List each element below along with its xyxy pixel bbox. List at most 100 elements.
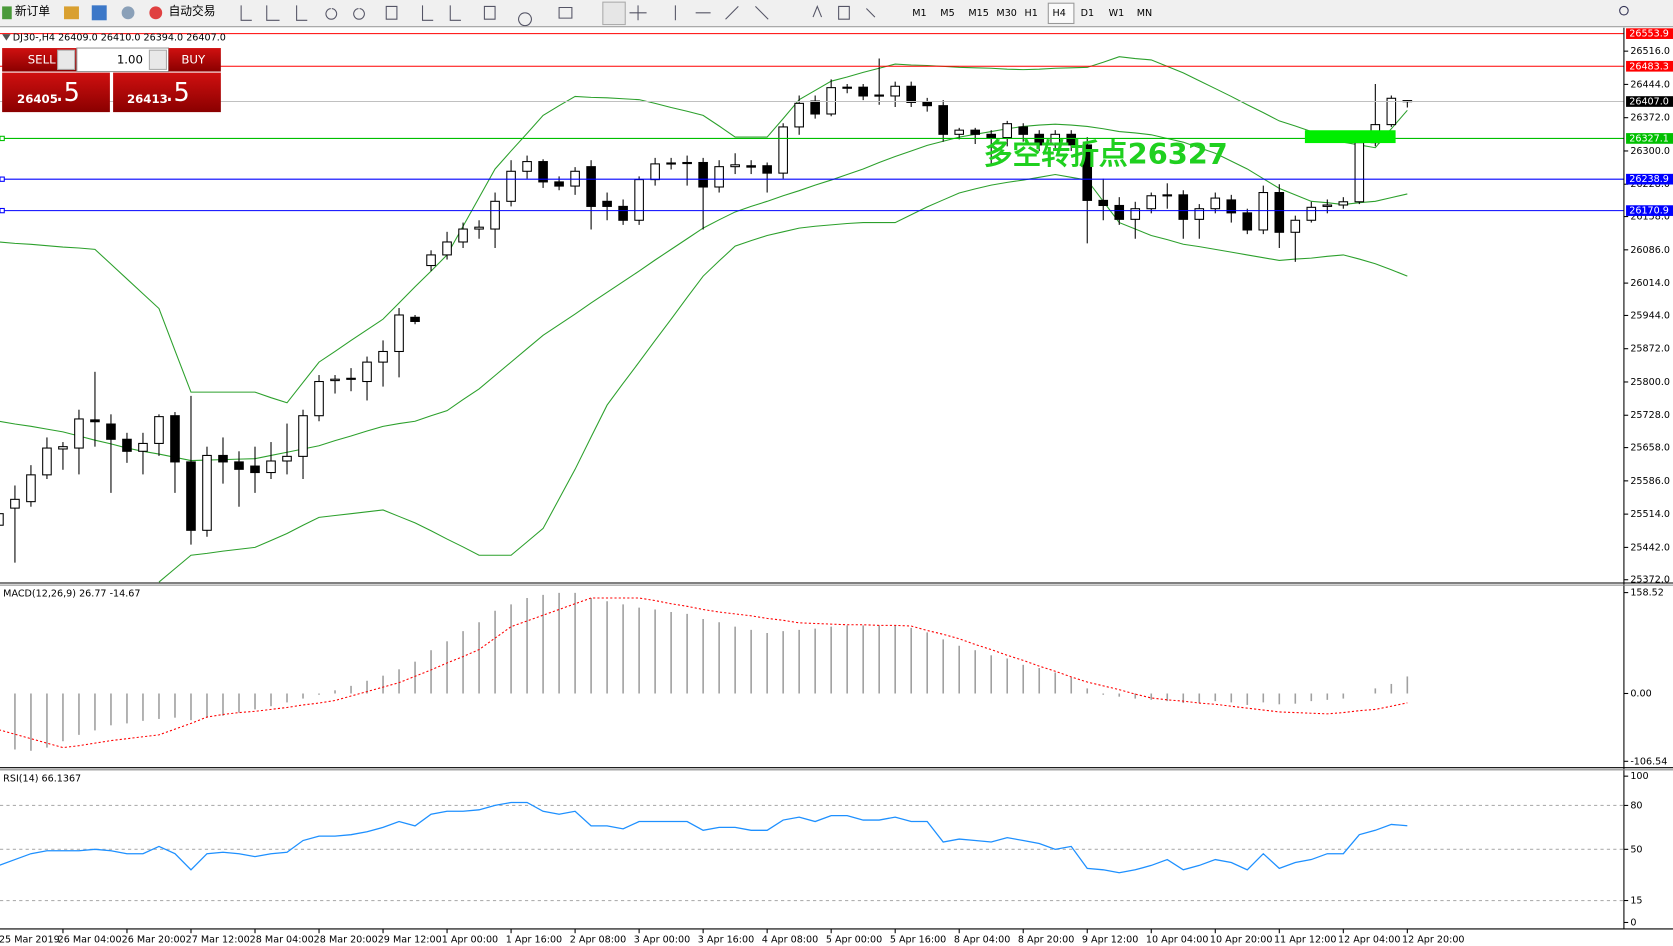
candle-body (186, 461, 196, 531)
bid-pip[interactable]: .5 (55, 78, 79, 108)
bollinger-band (158, 173, 1408, 583)
ask-box[interactable] (113, 72, 221, 113)
active-timeframe (1047, 2, 1075, 25)
candle-body (1034, 133, 1045, 146)
price-tag (1626, 60, 1673, 72)
timeframe[interactable]: H4 (1053, 8, 1066, 19)
timeframe[interactable]: W1 (1109, 8, 1125, 19)
price-tag-label: 26483.3 (1629, 61, 1669, 72)
candle-body (954, 129, 965, 135)
bid-box[interactable] (2, 72, 110, 113)
search-icon[interactable] (1619, 5, 1629, 16)
x-tick-label: 3 Apr 16:00 (698, 935, 754, 946)
candle-body (1322, 204, 1333, 207)
candle-body (522, 161, 532, 172)
x-tick-label: 12 Apr 20:00 (1402, 935, 1465, 946)
y-tick-label: 25800.0 (1630, 377, 1670, 388)
icon[interactable] (91, 5, 107, 21)
candle-body (714, 166, 724, 188)
candle-body (698, 161, 708, 188)
ask[interactable]: 26413 (127, 92, 168, 106)
candle-body (26, 474, 36, 503)
y-tick-label: 100 (1630, 771, 1648, 782)
x-tick-label: 9 Apr 12:00 (1082, 935, 1138, 946)
candle-body (282, 455, 292, 462)
bid[interactable]: 26405 (17, 92, 58, 106)
candle-body (810, 100, 820, 115)
price-tag-label: 26327.1 (1629, 133, 1669, 144)
x-tick-label: 1 Apr 16:00 (506, 935, 562, 946)
x-tick-label: 28 Mar 04:00 (250, 935, 314, 946)
candle-body (1002, 123, 1013, 139)
candle-body (778, 126, 788, 174)
cursor-button[interactable] (602, 1, 626, 26)
x-tick-label: 11 Apr 12:00 (1274, 935, 1337, 946)
panel-title: DJ30-,H4 26409.0 26410.0 26394.0 26407.0 (13, 32, 226, 43)
x-tick-label: 29 Mar 12:00 (378, 935, 442, 946)
chart-bg (0, 27, 1673, 946)
panel (0, 801, 1624, 902)
candle-body (1098, 199, 1109, 207)
timeframe[interactable]: H1 (1024, 8, 1037, 19)
price-tag-label: 26407.0 (1629, 97, 1669, 108)
icon[interactable] (64, 6, 79, 20)
ask-pip[interactable]: .5 (165, 78, 189, 108)
timeframe[interactable]: MN (1137, 8, 1152, 19)
macd-signal (0, 597, 1408, 749)
lots[interactable]: 1.00 (117, 52, 143, 66)
candle-body (1146, 195, 1157, 210)
x-tick-label: 12 Apr 04:00 (1338, 935, 1401, 946)
buy-label[interactable]: BUY (181, 52, 206, 66)
x-tick-label: 10 Apr 20:00 (1210, 935, 1273, 946)
icon (2, 6, 12, 20)
frames (0, 27, 1673, 930)
buy-button[interactable] (168, 48, 221, 72)
y-tick-label: 0 (1630, 917, 1636, 928)
new-order[interactable]: 新订单 (15, 4, 50, 18)
timeframe[interactable]: M30 (996, 8, 1016, 19)
sell-label[interactable]: SELL (28, 52, 56, 66)
y-tick-label: -106.54 (1630, 756, 1667, 767)
candle-body (474, 226, 484, 230)
candle-body (842, 86, 852, 89)
candle-body (1386, 97, 1397, 126)
timeframe[interactable]: M1 (912, 8, 926, 19)
candle-body (1338, 201, 1349, 206)
y-tick-label: 50 (1630, 844, 1642, 855)
y-tick-label: 26444.0 (1630, 79, 1670, 90)
candle-body (442, 241, 452, 256)
price-tag-label: 26170.9 (1629, 206, 1669, 217)
candle-body (410, 316, 420, 322)
candle-body (1162, 194, 1173, 197)
auto-trading[interactable]: 自动交易 (169, 4, 216, 18)
y-tick-label: 25728.0 (1630, 410, 1670, 421)
price-tag (1626, 205, 1673, 216)
candle-body (1258, 192, 1269, 231)
y-tick-label: 158.52 (1630, 588, 1664, 599)
spinner[interactable] (57, 49, 76, 70)
timeframe[interactable]: M5 (940, 8, 954, 19)
icon[interactable] (121, 6, 135, 20)
candle-body (1306, 206, 1317, 221)
candle-body (554, 181, 564, 187)
candle-body (826, 87, 836, 115)
candle-body (906, 85, 916, 103)
candle-body (0, 513, 4, 526)
candle-body (1210, 197, 1221, 210)
candle-body (602, 200, 612, 207)
bollinger-band (0, 56, 1408, 404)
timeframe[interactable]: D1 (1081, 8, 1094, 19)
rsi-line (0, 801, 1408, 874)
icon[interactable] (149, 6, 163, 20)
candle-body (1066, 133, 1077, 146)
candle-body (218, 454, 228, 463)
spinner[interactable] (148, 49, 167, 70)
timeframe[interactable]: M15 (968, 8, 988, 19)
candle-body (250, 465, 260, 474)
candle-body (1114, 204, 1125, 220)
timeframes: M1 M5 M15 M30 H1 H4 D1 W1 MN (912, 2, 1152, 25)
candle-body (458, 228, 468, 243)
candle-body (890, 85, 900, 97)
candle-body (986, 133, 997, 139)
candle-body (1354, 142, 1365, 203)
